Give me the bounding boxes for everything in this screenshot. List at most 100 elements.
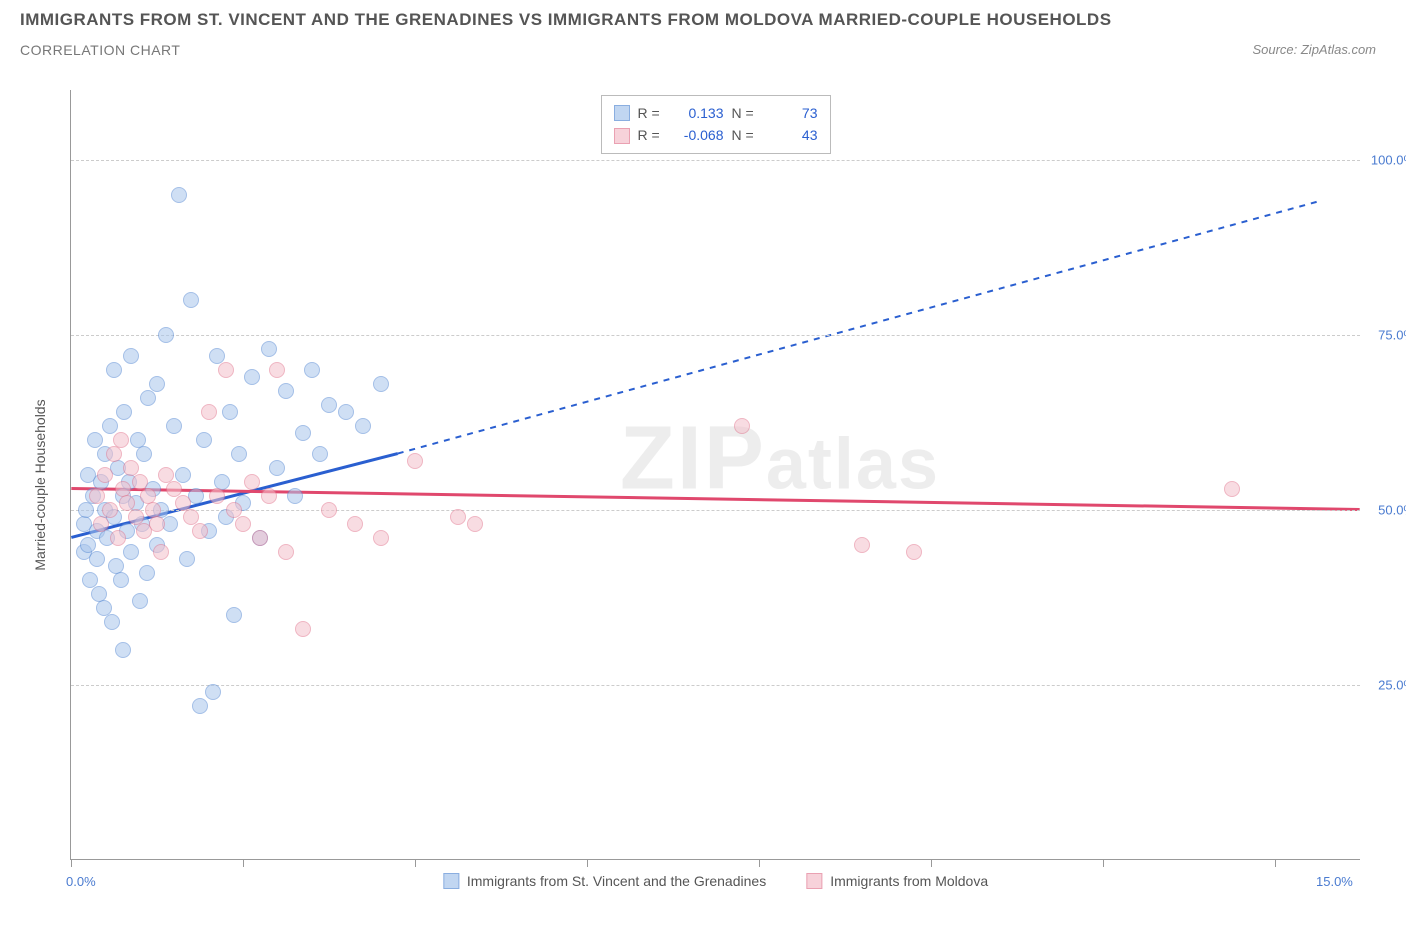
x-tick (1103, 859, 1104, 867)
series-legend: Immigrants from St. Vincent and the Gren… (443, 873, 988, 889)
n-value: 43 (768, 124, 818, 146)
legend-swatch (614, 105, 630, 121)
data-point (89, 551, 105, 567)
data-point (244, 474, 260, 490)
data-point (278, 544, 294, 560)
y-tick-label: 75.0% (1378, 328, 1406, 343)
data-point (149, 516, 165, 532)
x-tick (1275, 859, 1276, 867)
data-point (373, 376, 389, 392)
legend-row: R = 0.133 N = 73 (614, 102, 818, 124)
data-point (132, 593, 148, 609)
x-tick (243, 859, 244, 867)
data-point (355, 418, 371, 434)
data-point (235, 516, 251, 532)
data-point (226, 607, 242, 623)
data-point (218, 362, 234, 378)
legend-swatch (443, 873, 459, 889)
data-point (373, 530, 389, 546)
data-point (116, 404, 132, 420)
n-label: N = (732, 124, 760, 146)
data-point (231, 446, 247, 462)
data-point (183, 292, 199, 308)
r-label: R = (638, 102, 666, 124)
data-point (261, 488, 277, 504)
y-tick-label: 50.0% (1378, 503, 1406, 518)
data-point (252, 530, 268, 546)
data-point (209, 488, 225, 504)
data-point (205, 684, 221, 700)
data-point (192, 523, 208, 539)
data-point (196, 432, 212, 448)
chart-title: IMMIGRANTS FROM ST. VINCENT AND THE GREN… (20, 10, 1386, 30)
legend-swatch (614, 128, 630, 144)
chart-subtitle: CORRELATION CHART (20, 42, 1386, 58)
data-point (854, 537, 870, 553)
data-point (192, 698, 208, 714)
y-axis-title: Married-couple Households (32, 399, 48, 570)
y-tick-label: 100.0% (1371, 153, 1406, 168)
x-tick (587, 859, 588, 867)
x-tick (931, 859, 932, 867)
y-tick-label: 25.0% (1378, 678, 1406, 693)
gridline-h (71, 685, 1360, 686)
watermark: ZIPatlas (620, 408, 940, 511)
data-point (734, 418, 750, 434)
data-point (123, 348, 139, 364)
data-point (347, 516, 363, 532)
data-point (201, 404, 217, 420)
data-point (97, 467, 113, 483)
data-point (115, 642, 131, 658)
data-point (1224, 481, 1240, 497)
series-name: Immigrants from Moldova (830, 873, 988, 889)
data-point (261, 341, 277, 357)
data-point (244, 369, 260, 385)
data-point (321, 502, 337, 518)
data-point (450, 509, 466, 525)
x-tick-label: 15.0% (1316, 874, 1353, 889)
series-legend-item: Immigrants from Moldova (806, 873, 988, 889)
gridline-h (71, 510, 1360, 511)
n-label: N = (732, 102, 760, 124)
data-point (87, 432, 103, 448)
r-value: 0.133 (674, 102, 724, 124)
source-attribution: Source: ZipAtlas.com (1252, 42, 1376, 57)
data-point (906, 544, 922, 560)
x-tick (415, 859, 416, 867)
data-point (269, 362, 285, 378)
data-point (338, 404, 354, 420)
data-point (278, 383, 294, 399)
data-point (407, 453, 423, 469)
data-point (171, 187, 187, 203)
data-point (139, 565, 155, 581)
x-tick-label: 0.0% (66, 874, 96, 889)
legend-row: R = -0.068 N = 43 (614, 124, 818, 146)
data-point (312, 446, 328, 462)
data-point (110, 530, 126, 546)
data-point (113, 432, 129, 448)
data-point (149, 376, 165, 392)
data-point (166, 418, 182, 434)
gridline-h (71, 160, 1360, 161)
data-point (179, 551, 195, 567)
data-point (123, 544, 139, 560)
legend-swatch (806, 873, 822, 889)
n-value: 73 (768, 102, 818, 124)
data-point (295, 425, 311, 441)
x-tick (759, 859, 760, 867)
data-point (102, 418, 118, 434)
data-point (104, 614, 120, 630)
correlation-legend: R = 0.133 N = 73 R = -0.068 N = 43 (601, 95, 831, 154)
data-point (321, 397, 337, 413)
data-point (295, 621, 311, 637)
data-point (158, 327, 174, 343)
data-point (287, 488, 303, 504)
data-point (136, 446, 152, 462)
r-label: R = (638, 124, 666, 146)
data-point (304, 362, 320, 378)
series-name: Immigrants from St. Vincent and the Gren… (467, 873, 766, 889)
gridline-h (71, 335, 1360, 336)
data-point (102, 502, 118, 518)
data-point (153, 544, 169, 560)
r-value: -0.068 (674, 124, 724, 146)
